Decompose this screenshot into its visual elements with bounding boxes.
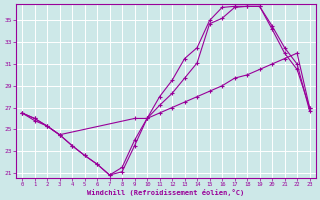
X-axis label: Windchill (Refroidissement éolien,°C): Windchill (Refroidissement éolien,°C)	[87, 189, 244, 196]
